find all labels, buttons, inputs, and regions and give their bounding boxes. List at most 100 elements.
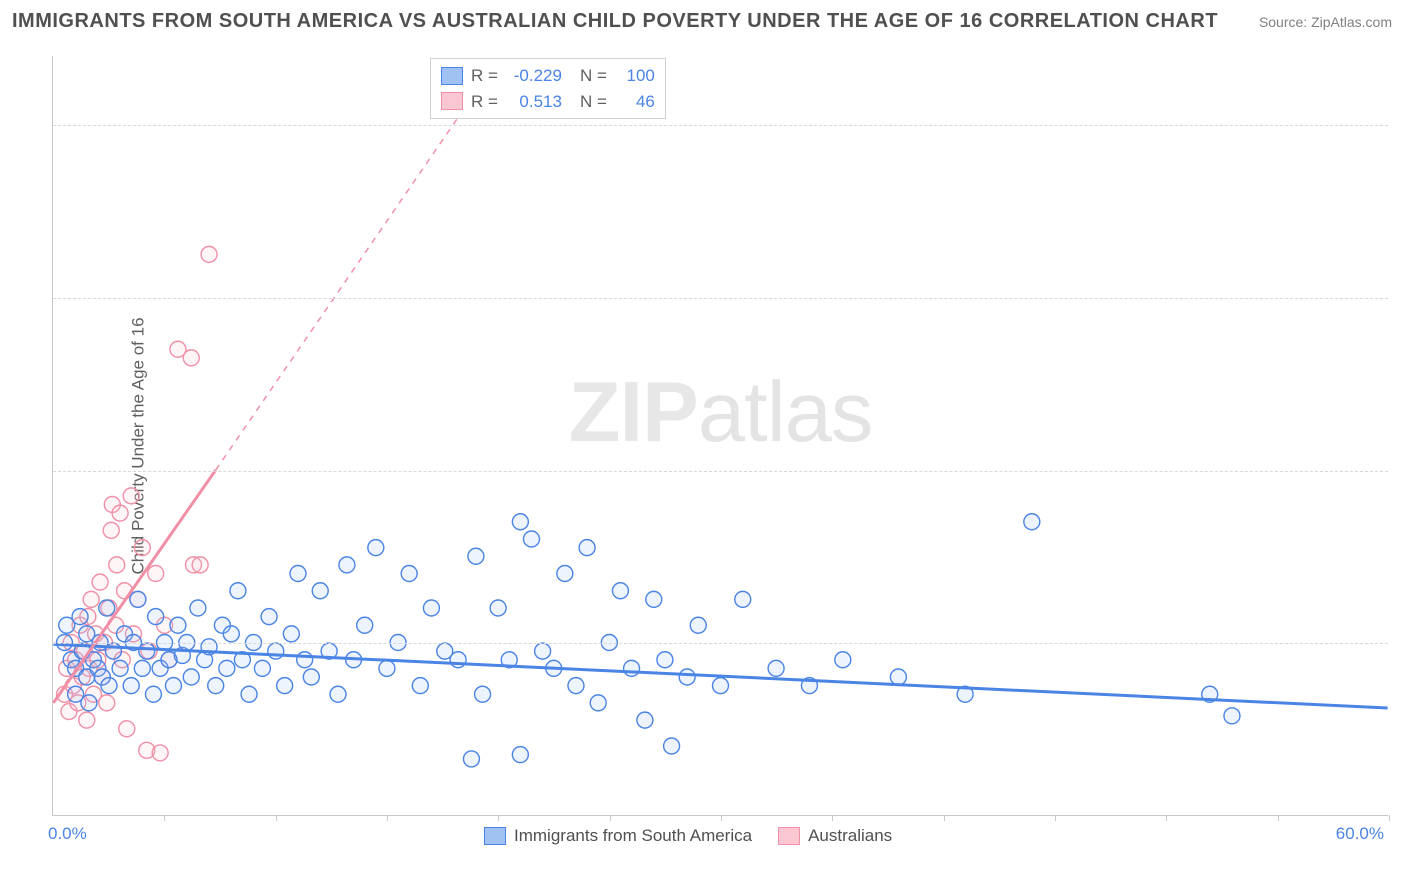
x-axis-max-label: 60.0%: [1336, 824, 1384, 844]
scatter-point: [283, 626, 299, 642]
legend-swatch: [778, 827, 800, 845]
scatter-point: [92, 574, 108, 590]
y-tick-label: 80.0%: [1398, 115, 1406, 135]
legend-stat-row: R = -0.229 N = 100: [441, 63, 655, 89]
scatter-point: [664, 738, 680, 754]
scatter-point: [646, 591, 662, 607]
scatter-point: [512, 747, 528, 763]
scatter-point: [535, 643, 551, 659]
scatter-point: [192, 557, 208, 573]
gridline: [53, 471, 1388, 472]
scatter-point: [1224, 708, 1240, 724]
scatter-point: [490, 600, 506, 616]
scatter-point: [401, 566, 417, 582]
legend-N-label: N =: [580, 63, 607, 89]
scatter-point: [134, 540, 150, 556]
scatter-point: [145, 686, 161, 702]
legend-N-value: 46: [615, 89, 655, 115]
scatter-point: [99, 695, 115, 711]
scatter-point: [835, 652, 851, 668]
scatter-point: [130, 591, 146, 607]
x-tick: [1166, 815, 1167, 821]
scatter-point: [152, 745, 168, 761]
scatter-point: [79, 712, 95, 728]
y-tick-label: 60.0%: [1398, 288, 1406, 308]
scatter-point: [412, 678, 428, 694]
scatter-point: [268, 643, 284, 659]
x-tick: [276, 815, 277, 821]
scatter-point: [468, 548, 484, 564]
scatter-point: [103, 522, 119, 538]
scatter-point: [768, 660, 784, 676]
legend-R-value: -0.229: [506, 63, 562, 89]
scatter-point: [735, 591, 751, 607]
scatter-point: [139, 643, 155, 659]
x-tick: [832, 815, 833, 821]
scatter-point: [612, 583, 628, 599]
x-tick: [1278, 815, 1279, 821]
gridline: [53, 298, 1388, 299]
scatter-point: [170, 617, 186, 633]
x-tick: [944, 815, 945, 821]
x-tick: [721, 815, 722, 821]
scatter-point: [109, 557, 125, 573]
scatter-point: [590, 695, 606, 711]
scatter-point: [223, 626, 239, 642]
scatter-point: [657, 652, 673, 668]
legend-swatch: [441, 67, 463, 85]
scatter-point: [523, 531, 539, 547]
legend-swatch: [441, 92, 463, 110]
legend-item: Australians: [778, 826, 892, 846]
scatter-point: [230, 583, 246, 599]
legend-label: Immigrants from South America: [514, 826, 752, 846]
scatter-point: [148, 609, 164, 625]
series-legend: Immigrants from South America Australians: [484, 826, 892, 846]
x-tick: [498, 815, 499, 821]
chart-title: IMMIGRANTS FROM SOUTH AMERICA VS AUSTRAL…: [12, 10, 1218, 33]
y-tick-label: 40.0%: [1398, 461, 1406, 481]
scatter-point: [1024, 514, 1040, 530]
scatter-point: [463, 751, 479, 767]
scatter-point: [72, 609, 88, 625]
scatter-point: [277, 678, 293, 694]
scatter-point: [112, 660, 128, 676]
gridline: [53, 643, 1388, 644]
legend-R-label: R =: [471, 89, 498, 115]
scatter-point: [101, 678, 117, 694]
scatter-point: [261, 609, 277, 625]
x-tick: [1055, 815, 1056, 821]
scatter-point: [241, 686, 257, 702]
correlation-legend: R = -0.229 N = 100R =0.513N =46: [430, 58, 666, 119]
gridline: [53, 125, 1388, 126]
scatter-point: [512, 514, 528, 530]
scatter-point: [303, 669, 319, 685]
x-tick: [1389, 815, 1390, 821]
legend-swatch: [484, 827, 506, 845]
scatter-point: [201, 246, 217, 262]
x-tick: [610, 815, 611, 821]
scatter-point: [890, 669, 906, 685]
scatter-point: [290, 566, 306, 582]
scatter-point: [99, 600, 115, 616]
legend-R-label: R =: [471, 63, 498, 89]
scatter-point: [579, 540, 595, 556]
scatter-point: [312, 583, 328, 599]
x-tick: [387, 815, 388, 821]
scatter-point: [297, 652, 313, 668]
scatter-point: [119, 721, 135, 737]
scatter-point: [713, 678, 729, 694]
legend-N-value: 100: [615, 63, 655, 89]
scatter-point: [679, 669, 695, 685]
scatter-point: [148, 566, 164, 582]
scatter-point: [123, 678, 139, 694]
x-axis-min-label: 0.0%: [48, 824, 87, 844]
scatter-point: [183, 350, 199, 366]
scatter-point: [183, 669, 199, 685]
scatter-point: [219, 660, 235, 676]
legend-stat-row: R =0.513N =46: [441, 89, 655, 115]
scatter-point: [690, 617, 706, 633]
legend-item: Immigrants from South America: [484, 826, 752, 846]
scatter-point: [368, 540, 384, 556]
scatter-point: [379, 660, 395, 676]
scatter-point: [330, 686, 346, 702]
